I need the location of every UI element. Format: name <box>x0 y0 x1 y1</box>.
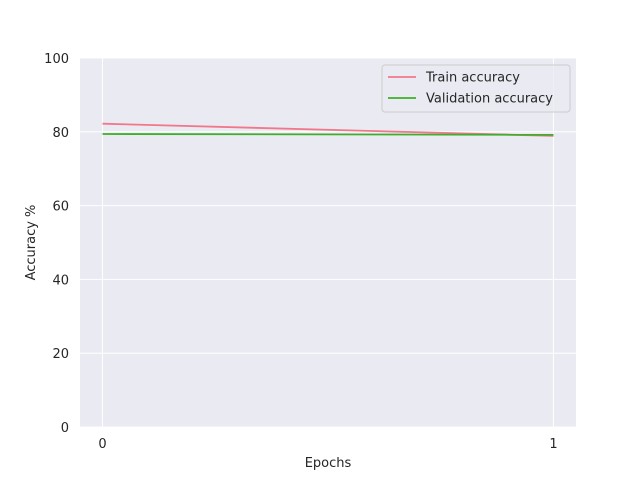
legend-box <box>381 64 571 113</box>
plot-area <box>80 58 576 427</box>
y-tick-label: 20 <box>52 347 69 362</box>
y-tick-label: 80 <box>52 126 69 141</box>
y-tick-label: 40 <box>52 273 69 288</box>
legend-label-train: Train accuracy <box>425 71 520 86</box>
y-axis-label: Accuracy % <box>24 205 39 281</box>
legend: Train accuracy Validation accuracy <box>381 64 571 113</box>
series-lines <box>102 122 554 137</box>
series-line-validation <box>102 133 554 136</box>
y-tick-label: 60 <box>52 200 69 215</box>
grid-lines <box>80 57 576 428</box>
x-tick-label: 0 <box>98 437 106 452</box>
x-axis-label: Epochs <box>305 456 352 471</box>
y-tick-label: 100 <box>44 52 69 67</box>
y-tick-label: 0 <box>61 421 69 436</box>
x-tick-label: 1 <box>549 437 557 452</box>
legend-label-validation: Validation accuracy <box>426 92 553 107</box>
y-tick-labels: 0 20 40 60 80 100 <box>44 52 69 436</box>
